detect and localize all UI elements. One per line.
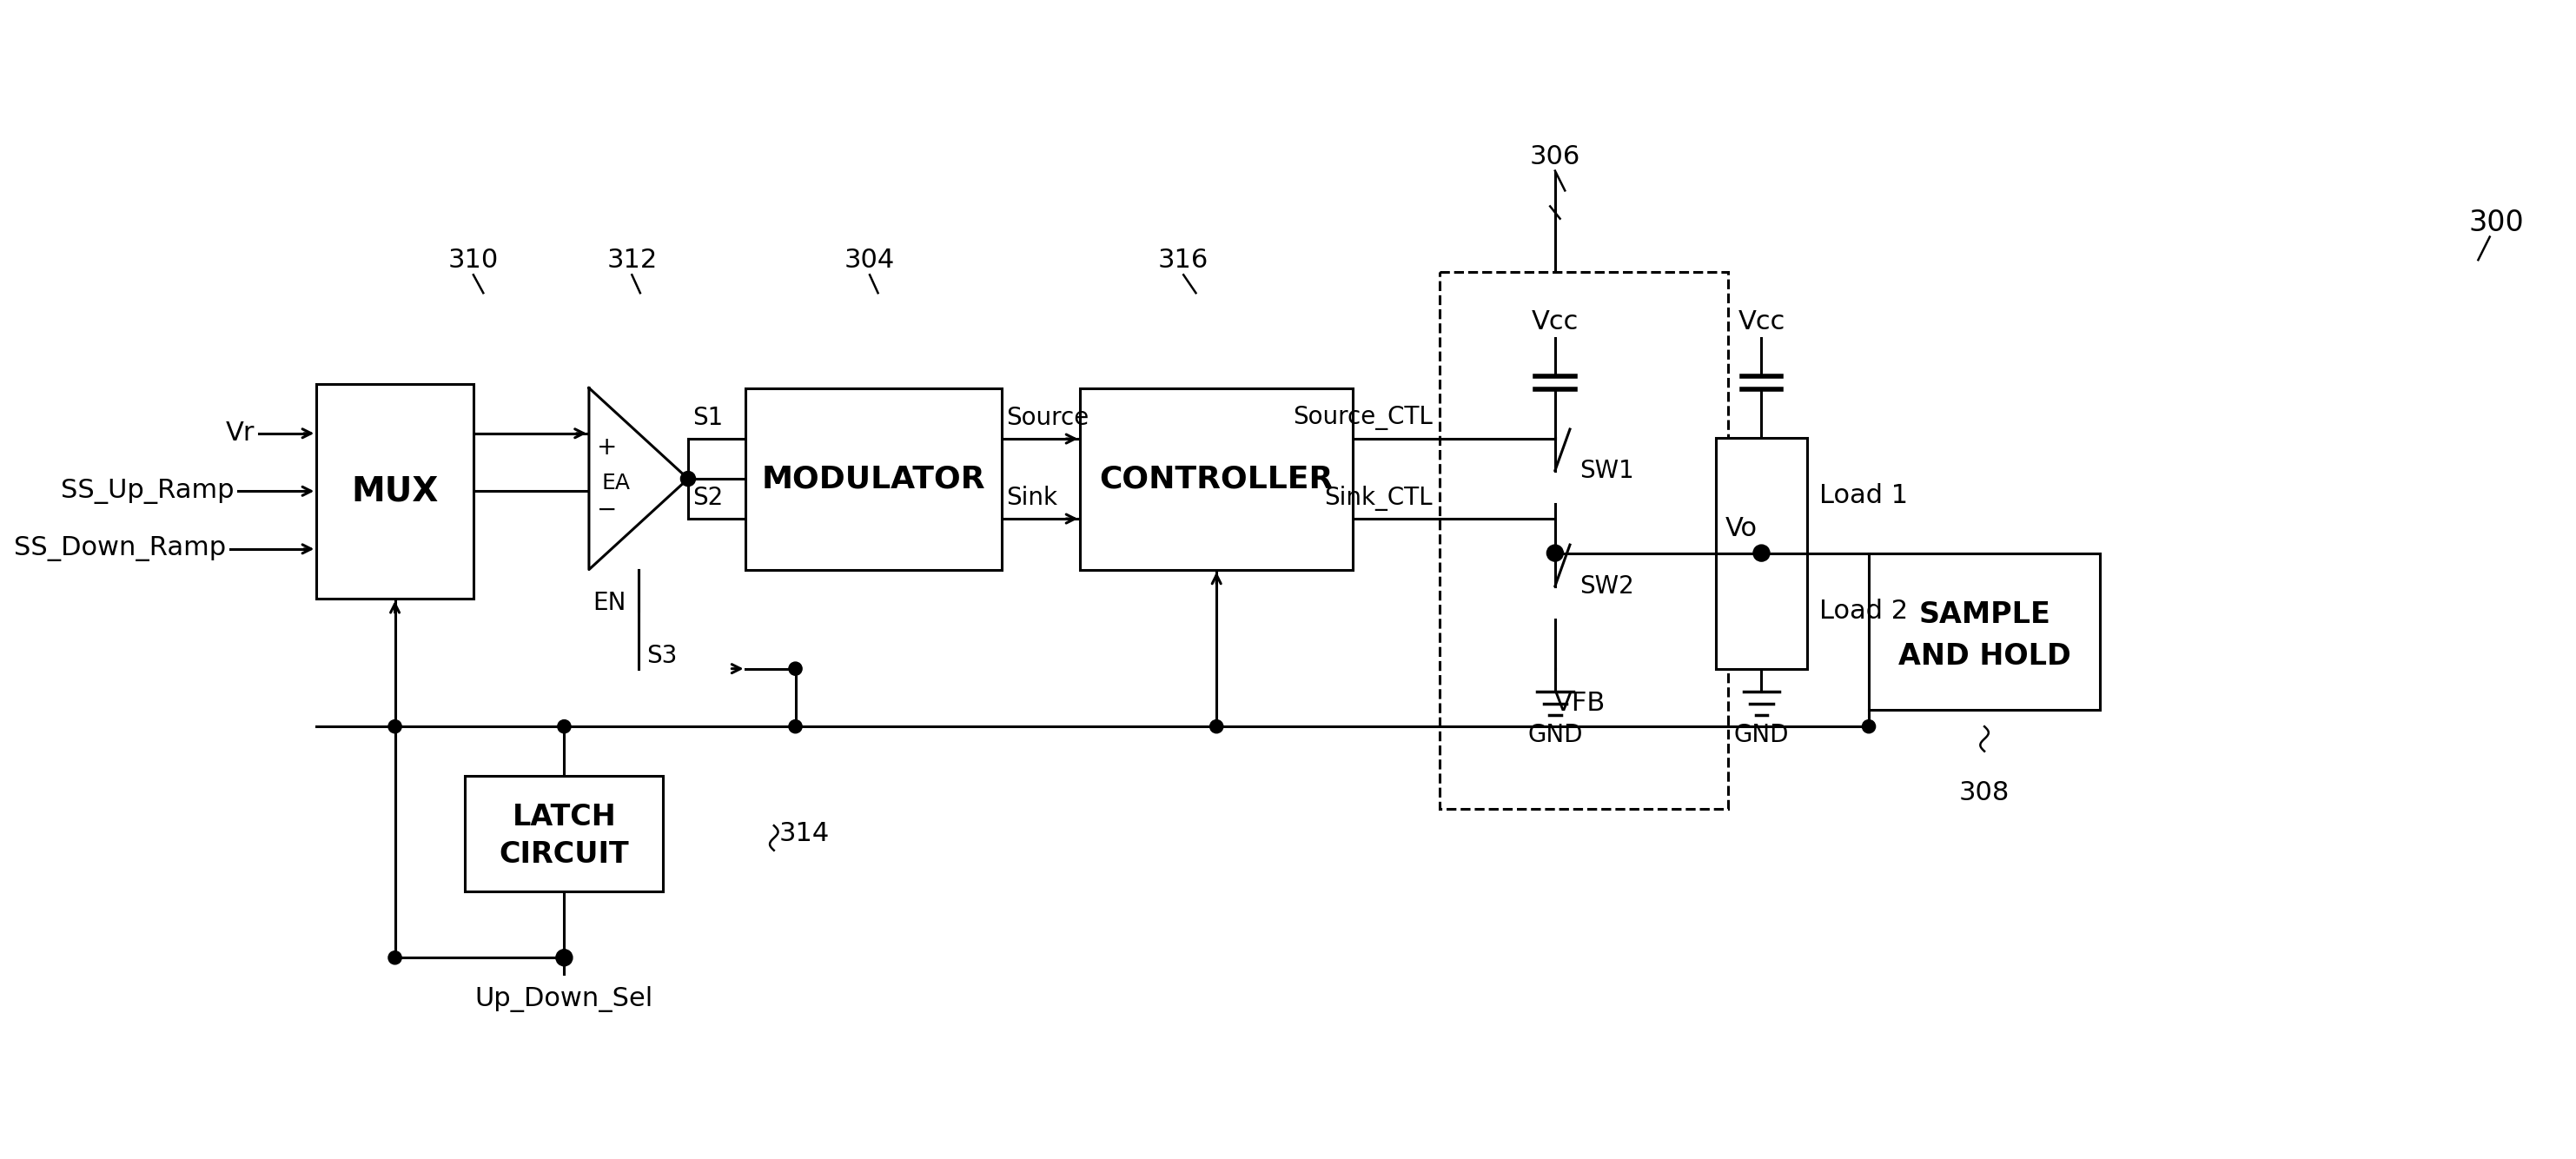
Text: 310: 310 xyxy=(448,247,500,272)
Bar xyxy=(747,388,1002,569)
Text: Load 1: Load 1 xyxy=(1819,482,1909,508)
Polygon shape xyxy=(590,388,688,569)
Text: Up_Down_Sel: Up_Down_Sel xyxy=(474,986,654,1012)
Text: SS_Down_Ramp: SS_Down_Ramp xyxy=(13,537,227,562)
Text: 314: 314 xyxy=(778,822,829,846)
Circle shape xyxy=(788,720,801,734)
Bar xyxy=(1440,272,1728,809)
Text: MUX: MUX xyxy=(350,475,438,508)
Text: EN: EN xyxy=(592,590,626,614)
Text: VFB: VFB xyxy=(1553,691,1605,716)
Text: SW2: SW2 xyxy=(1579,574,1633,598)
Text: Sink: Sink xyxy=(1007,486,1056,510)
Text: −: − xyxy=(598,498,618,523)
Circle shape xyxy=(556,720,572,734)
Text: Vo: Vo xyxy=(1726,516,1757,541)
Text: 300: 300 xyxy=(2468,209,2524,238)
Circle shape xyxy=(1754,545,1770,561)
Text: Vcc: Vcc xyxy=(1530,309,1579,335)
Circle shape xyxy=(1546,545,1564,561)
Text: SS_Up_Ramp: SS_Up_Ramp xyxy=(62,479,234,504)
Bar xyxy=(1716,553,1806,669)
Bar xyxy=(466,777,662,891)
Text: Source: Source xyxy=(1007,406,1090,430)
Text: S1: S1 xyxy=(693,406,724,430)
Text: CONTROLLER: CONTROLLER xyxy=(1100,464,1334,494)
Text: GND: GND xyxy=(1734,722,1790,746)
Circle shape xyxy=(1862,720,1875,734)
Text: 308: 308 xyxy=(1960,780,2009,806)
Text: Vr: Vr xyxy=(227,421,255,446)
Circle shape xyxy=(788,662,801,676)
Text: Load 2: Load 2 xyxy=(1819,598,1909,624)
Circle shape xyxy=(389,952,402,964)
Text: Vcc: Vcc xyxy=(1739,309,1785,335)
Text: 312: 312 xyxy=(605,247,657,272)
Text: S3: S3 xyxy=(647,644,677,669)
Text: LATCH: LATCH xyxy=(513,803,616,832)
Text: 306: 306 xyxy=(1530,144,1579,169)
Text: Sink_CTL: Sink_CTL xyxy=(1324,486,1432,511)
Text: +: + xyxy=(598,436,618,460)
Text: SW1: SW1 xyxy=(1579,458,1633,482)
Text: EA: EA xyxy=(603,473,631,494)
Text: Source_CTL: Source_CTL xyxy=(1293,406,1432,430)
Bar xyxy=(1079,388,1352,569)
Text: AND HOLD: AND HOLD xyxy=(1899,642,2071,671)
Bar xyxy=(1868,553,2099,710)
Bar xyxy=(317,384,474,598)
Circle shape xyxy=(556,949,572,965)
Text: 316: 316 xyxy=(1159,247,1208,272)
Text: CIRCUIT: CIRCUIT xyxy=(500,840,629,869)
Text: GND: GND xyxy=(1528,722,1582,746)
Circle shape xyxy=(680,472,696,486)
Circle shape xyxy=(1211,720,1224,734)
Circle shape xyxy=(389,720,402,734)
Text: 304: 304 xyxy=(845,247,894,272)
Text: MODULATOR: MODULATOR xyxy=(762,464,987,494)
Text: SAMPLE: SAMPLE xyxy=(1919,600,2050,629)
Bar xyxy=(1716,437,1806,553)
Text: S2: S2 xyxy=(693,486,724,510)
